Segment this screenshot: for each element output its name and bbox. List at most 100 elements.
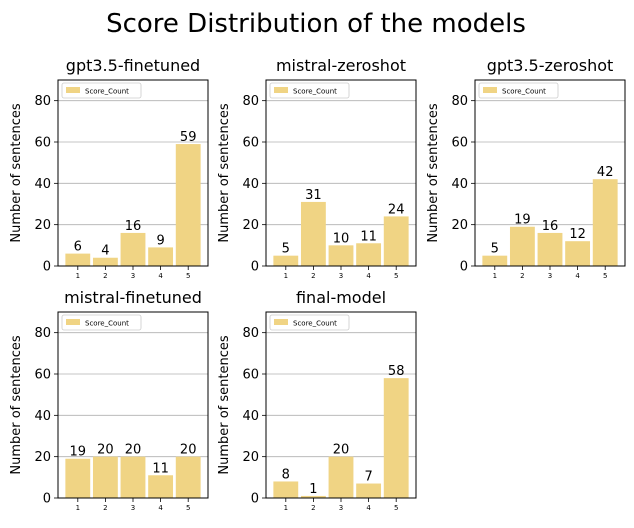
y-tick-label: 20: [242, 218, 259, 233]
y-tick-label: 60: [34, 368, 51, 383]
subplot-title: gpt3.5-zeroshot: [487, 56, 614, 75]
bar-5: [175, 456, 201, 498]
x-tick-label: 4: [575, 272, 580, 280]
x-tick-label: 4: [366, 504, 371, 512]
bar-value-label: 11: [360, 229, 377, 244]
legend: Score_Count: [478, 82, 559, 99]
legend-swatch: [66, 87, 80, 93]
y-tick-label: 40: [34, 409, 51, 424]
y-tick-label: 60: [242, 368, 259, 383]
y-axis-label: Number of sentences: [9, 335, 24, 475]
bar-3: [328, 456, 354, 498]
x-tick-label: 2: [103, 504, 107, 512]
bar-1: [65, 458, 91, 498]
x-tick-label: 4: [158, 504, 163, 512]
y-tick-label: 60: [451, 136, 468, 151]
y-tick-label: 0: [251, 492, 259, 507]
bar-1: [482, 255, 508, 266]
axes-frame: [474, 79, 626, 267]
legend-label: Score_Count: [85, 320, 129, 328]
x-tick-label: 5: [186, 272, 190, 280]
bar-2: [92, 257, 118, 266]
bar-1: [273, 481, 299, 498]
bar-4: [148, 475, 174, 498]
axes-frame: [57, 311, 209, 499]
legend-swatch: [274, 319, 288, 325]
bar-value-label: 1: [309, 482, 317, 497]
y-tick-label: 80: [451, 94, 468, 109]
bar-value-label: 12: [569, 227, 586, 242]
bar-5: [592, 179, 618, 266]
axes-frame: [265, 79, 417, 267]
bar-value-label: 16: [125, 219, 142, 234]
legend: Score_Count: [269, 314, 350, 331]
legend-swatch: [483, 87, 497, 93]
y-tick-label: 40: [451, 177, 468, 192]
legend-label: Score_Count: [293, 320, 337, 328]
y-tick-label: 60: [34, 136, 51, 151]
x-tick-label: 1: [76, 504, 80, 512]
bar-value-label: 4: [101, 244, 109, 259]
y-axis-label: Number of sentences: [217, 335, 232, 475]
bar-value-label: 59: [180, 130, 197, 145]
subplot-4: 0 20 40 60 80 19 1 20 2 20 3 11 4 20 5 mistral-finetune…: [9, 288, 209, 512]
bar-value-label: 6: [74, 240, 82, 255]
y-tick-label: 60: [242, 136, 259, 151]
x-tick-label: 5: [394, 504, 398, 512]
bar-5: [383, 378, 409, 498]
y-tick-label: 80: [242, 94, 259, 109]
y-tick-label: 40: [34, 177, 51, 192]
legend-label: Score_Count: [293, 88, 337, 96]
y-axis-label: Number of sentences: [9, 103, 24, 243]
figure-suptitle: Score Distribution of the models: [106, 9, 526, 39]
y-tick-label: 40: [242, 409, 259, 424]
y-tick-label: 40: [242, 177, 259, 192]
y-axis-label: Number of sentences: [217, 103, 232, 243]
y-tick-label: 0: [460, 260, 468, 275]
bar-2: [300, 495, 326, 498]
legend-swatch: [274, 87, 288, 93]
x-tick-label: 3: [131, 272, 135, 280]
legend-box: [61, 314, 142, 331]
bar-value-label: 11: [152, 461, 169, 476]
bar-2: [92, 456, 118, 498]
bar-value-label: 9: [156, 233, 164, 248]
bar-4: [148, 247, 174, 266]
x-tick-label: 3: [548, 272, 552, 280]
x-tick-label: 3: [339, 272, 343, 280]
x-tick-label: 2: [311, 272, 315, 280]
x-tick-label: 3: [339, 504, 343, 512]
x-tick-label: 1: [284, 504, 288, 512]
bar-4: [565, 241, 591, 266]
axes-frame: [57, 79, 209, 267]
x-tick-label: 1: [284, 272, 288, 280]
bar-value-label: 24: [388, 202, 405, 217]
bar-value-label: 19: [514, 213, 531, 228]
bar-4: [356, 243, 382, 266]
bar-value-label: 5: [491, 242, 499, 257]
bar-value-label: 20: [333, 443, 350, 458]
legend-box: [269, 82, 350, 99]
bar-1: [65, 253, 91, 266]
bar-1: [273, 255, 299, 266]
legend: Score_Count: [61, 314, 142, 331]
subplot-5: 0 20 40 60 80 8 1 1 2 20 3 7 4 58 5 final-model Number o…: [217, 288, 417, 512]
subplot-2: 0 20 40 60 80 5 1 31 2 10 3 11 4 24 5 mistral-zeroshot N…: [217, 56, 417, 280]
x-tick-label: 2: [311, 504, 315, 512]
legend-label: Score_Count: [502, 88, 546, 96]
bar-value-label: 5: [282, 242, 290, 257]
axes-frame: [265, 311, 417, 499]
bar-value-label: 31: [305, 188, 322, 203]
x-tick-label: 1: [493, 272, 497, 280]
bar-value-label: 7: [364, 470, 372, 485]
bar-value-label: 8: [282, 467, 290, 482]
y-tick-label: 20: [34, 450, 51, 465]
bar-2: [300, 201, 326, 266]
x-tick-label: 2: [103, 272, 107, 280]
x-tick-label: 5: [603, 272, 607, 280]
subplot-3: 0 20 40 60 80 5 1 19 2 16 3 12 4 42 5 gpt3.5-zeroshot Nu…: [426, 56, 626, 280]
y-tick-label: 20: [34, 218, 51, 233]
subplot-title: mistral-finetuned: [64, 288, 202, 307]
subplot-title: gpt3.5-finetuned: [66, 56, 200, 75]
